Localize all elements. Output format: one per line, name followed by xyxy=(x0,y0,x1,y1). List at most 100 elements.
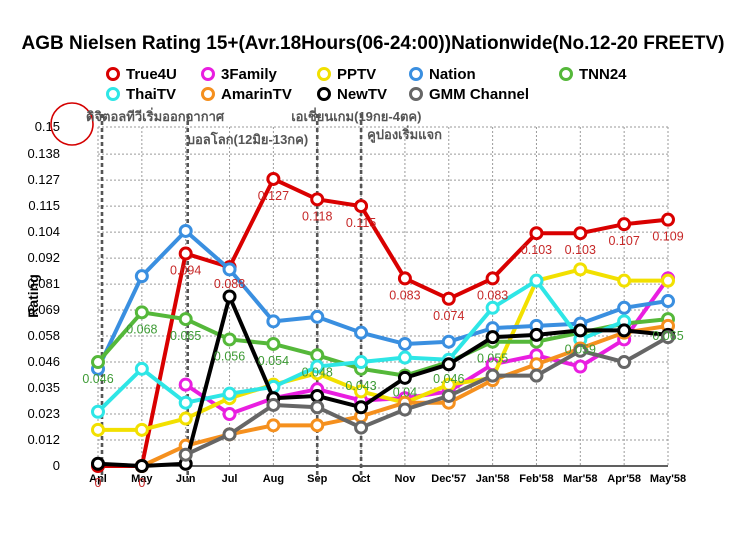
x-tick-label: Jan'58 xyxy=(476,473,510,485)
series-point xyxy=(134,422,149,437)
data-label: 0.054 xyxy=(258,354,289,368)
legend-item: GMM Channel xyxy=(409,86,529,103)
x-tick-label: Mar'58 xyxy=(563,473,597,485)
series-point xyxy=(266,314,281,329)
legend-label: ThaiTV xyxy=(126,86,176,103)
series-point xyxy=(661,212,675,227)
legend-label: GMM Channel xyxy=(429,86,529,103)
series-pptv xyxy=(91,262,675,437)
series-point xyxy=(617,217,632,232)
legend-item: Nation xyxy=(409,66,476,83)
data-label: 0.127 xyxy=(258,189,289,203)
legend-label: Nation xyxy=(429,66,476,83)
data-label: 0.04 xyxy=(393,386,417,400)
data-label: 0.094 xyxy=(170,264,201,278)
legend-marker xyxy=(106,67,120,81)
series-point xyxy=(529,327,544,342)
series-point xyxy=(529,273,544,288)
series-point xyxy=(134,269,149,284)
series-point xyxy=(178,447,193,462)
x-tick-label: Apr'58 xyxy=(607,473,641,485)
data-label: 0.065 xyxy=(170,329,201,343)
legend-item: PPTV xyxy=(317,66,376,83)
series-line xyxy=(96,310,669,378)
series-point xyxy=(661,330,675,345)
series-line xyxy=(98,176,669,468)
series-point xyxy=(354,199,369,214)
legend-label: True4U xyxy=(126,66,177,83)
series-point xyxy=(310,418,325,433)
series-point xyxy=(310,359,325,374)
series-point xyxy=(397,370,412,385)
series-point xyxy=(134,361,149,376)
x-tick-label: Dec'57 xyxy=(431,473,466,485)
data-label: 0.115 xyxy=(346,216,376,230)
series-point xyxy=(266,336,281,351)
series-point xyxy=(310,309,325,324)
legend-marker xyxy=(559,67,573,81)
series-point xyxy=(617,273,632,288)
annotation-label: ดิจิตอลทีวีเริ่มออกอากาศ xyxy=(86,107,225,124)
series-line xyxy=(97,294,669,468)
series-point xyxy=(661,273,675,288)
data-label: 0.103 xyxy=(521,243,552,257)
series-point xyxy=(178,223,193,238)
series-point xyxy=(441,357,456,372)
series-point xyxy=(485,271,500,286)
series-point xyxy=(397,336,412,351)
legend-label: 3Family xyxy=(221,66,278,83)
series-point xyxy=(397,350,412,365)
series-point xyxy=(178,395,193,410)
series-point xyxy=(485,368,500,383)
legend-label: TNN24 xyxy=(579,66,627,83)
data-label: 0.109 xyxy=(652,230,683,244)
y-tick-label: 0.023 xyxy=(27,406,60,421)
series-point xyxy=(573,226,588,241)
data-label: 0.088 xyxy=(214,277,245,291)
y-tick-label: 0.046 xyxy=(27,354,60,369)
series-point xyxy=(222,332,237,347)
series-thaitv xyxy=(91,273,632,419)
legend-item: NewTV xyxy=(317,86,387,103)
series-line xyxy=(184,335,669,457)
legend-item: True4U xyxy=(106,66,177,83)
series-true4u xyxy=(91,171,675,473)
annotation-label: เอเชี่ยนเกม(19กย-4ตค) xyxy=(291,107,421,124)
data-label: 0.083 xyxy=(389,288,420,302)
series-point xyxy=(529,368,544,383)
legend-marker xyxy=(317,87,331,101)
legend-marker xyxy=(201,67,215,81)
series-point xyxy=(310,400,325,415)
legend-marker xyxy=(409,87,423,101)
highlight-circle xyxy=(50,102,94,146)
series-point xyxy=(222,386,237,401)
y-tick-label: 0.035 xyxy=(27,380,60,395)
series-point xyxy=(354,384,369,399)
y-tick-label: 0 xyxy=(53,458,60,473)
series-point xyxy=(91,355,105,370)
x-tick-label: Jun xyxy=(176,473,196,485)
series-point xyxy=(266,171,281,186)
series-3family xyxy=(178,271,675,422)
legend-item: TNN24 xyxy=(559,66,627,83)
legend-item: ThaiTV xyxy=(106,86,176,103)
legend-label: NewTV xyxy=(337,86,387,103)
x-tick-label: Feb'58 xyxy=(519,473,553,485)
series-line xyxy=(96,228,669,370)
data-label: 0 xyxy=(138,476,145,490)
legend-marker xyxy=(201,87,215,101)
y-tick-label: 0.115 xyxy=(28,198,60,213)
legend-marker xyxy=(409,67,423,81)
x-tick-label: Jul xyxy=(222,473,238,485)
series-point xyxy=(354,400,369,415)
y-tick-label: 0.092 xyxy=(27,250,60,265)
series-point xyxy=(134,459,149,473)
y-tick-label: 0.081 xyxy=(27,276,60,291)
x-tick-label: Nov xyxy=(395,473,417,485)
series-point xyxy=(441,388,456,403)
y-tick-label: 0.012 xyxy=(27,432,60,447)
y-tick-label: 0.058 xyxy=(27,328,60,343)
data-label: 0.048 xyxy=(302,365,333,379)
series-point xyxy=(397,271,412,286)
